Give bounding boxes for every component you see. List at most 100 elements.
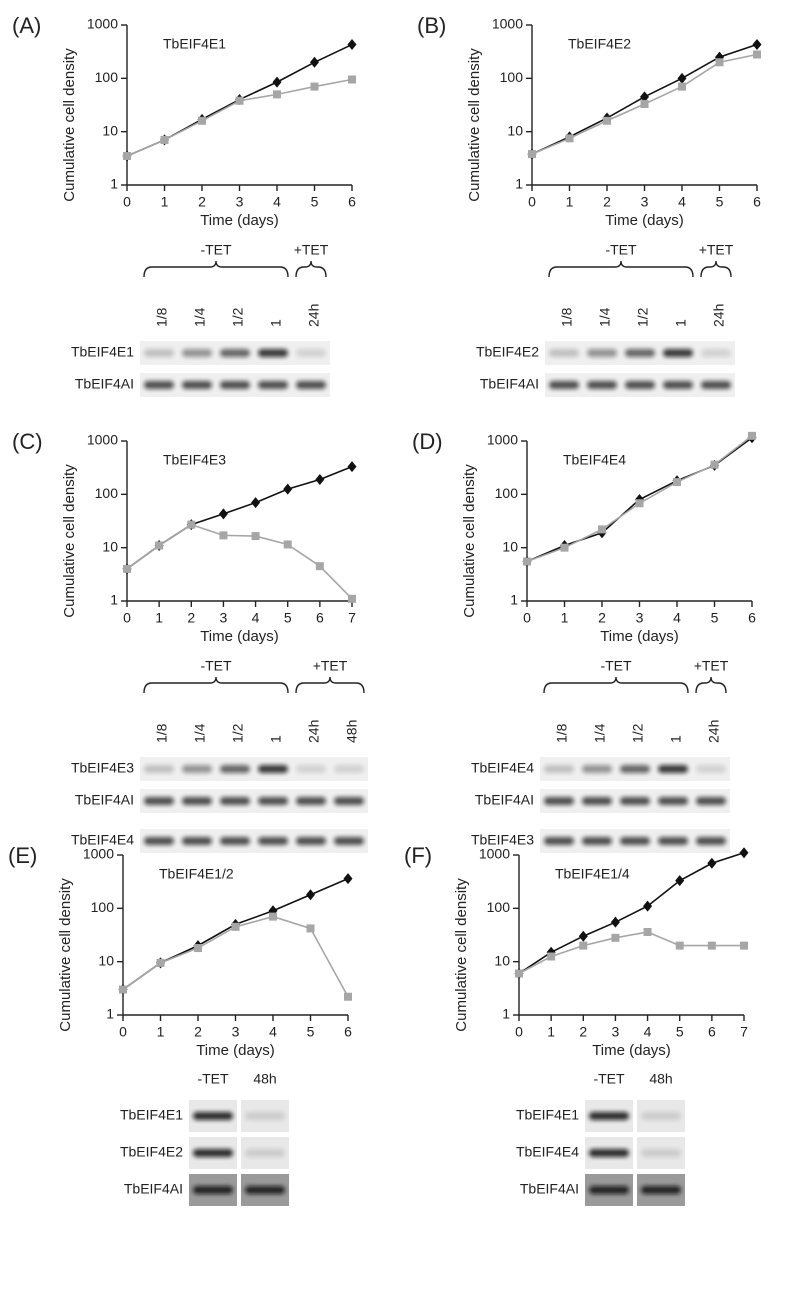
group-label: -TET xyxy=(600,658,632,674)
lane-label: 1/8 xyxy=(554,723,570,743)
marker xyxy=(231,922,240,931)
blot-band xyxy=(296,381,326,389)
marker xyxy=(283,540,292,549)
panel-label: (A) xyxy=(12,13,41,38)
row-label: TbEIF4AI xyxy=(75,792,134,808)
blot-band xyxy=(696,765,726,773)
marker xyxy=(310,82,319,91)
y-tick-label: 1000 xyxy=(87,432,118,448)
blot-band xyxy=(182,837,212,845)
marker xyxy=(739,847,749,859)
marker xyxy=(347,39,357,51)
blot-band xyxy=(701,381,731,389)
x-tick-label: 2 xyxy=(579,1024,587,1040)
marker xyxy=(119,985,127,994)
blot-band xyxy=(334,797,364,805)
blot-band xyxy=(144,797,174,805)
blot-band xyxy=(701,349,731,357)
blot-band xyxy=(582,797,612,805)
column-label: -TET xyxy=(197,1071,229,1087)
y-tick-label: 100 xyxy=(500,69,524,85)
y-tick-label: 1000 xyxy=(487,432,518,448)
row-label: TbEIF4AI xyxy=(480,376,539,392)
brace xyxy=(143,260,289,278)
y-tick-label: 10 xyxy=(102,538,118,554)
y-tick-label: 100 xyxy=(487,899,511,915)
blot-band xyxy=(544,837,574,845)
lane-label: 1/2 xyxy=(230,723,246,743)
x-tick-label: 5 xyxy=(676,1024,684,1040)
chart-title: TbEIF4E1/4 xyxy=(555,866,630,882)
panel-label: (E) xyxy=(8,843,37,868)
marker xyxy=(273,90,281,99)
x-tick-label: 3 xyxy=(220,610,228,626)
row-label: TbEIF4E4 xyxy=(471,760,534,776)
blot-band xyxy=(182,381,212,389)
marker xyxy=(598,525,606,534)
marker xyxy=(347,461,357,473)
series-line xyxy=(518,852,745,975)
marker xyxy=(707,857,717,869)
y-tick-label: 100 xyxy=(495,485,519,501)
row-label: TbEIF4E4 xyxy=(71,832,134,848)
blot-band xyxy=(549,349,579,357)
x-tick-label: 0 xyxy=(123,610,131,626)
x-tick-label: 2 xyxy=(603,194,611,210)
panel-label: (B) xyxy=(417,13,446,38)
row-label: TbEIF4E3 xyxy=(71,760,134,776)
blot-band xyxy=(258,797,288,805)
blot-strip xyxy=(140,789,368,813)
lane-label: 24h xyxy=(706,720,722,743)
row-label: TbEIF4E1 xyxy=(516,1107,579,1123)
blot-band xyxy=(182,765,212,773)
marker xyxy=(675,941,684,950)
chart-title: TbEIF4E1 xyxy=(163,36,226,52)
marker xyxy=(673,478,681,487)
brace xyxy=(700,260,732,278)
marker xyxy=(235,96,244,105)
lane-label: 1/4 xyxy=(592,723,608,743)
blot-band xyxy=(658,765,688,773)
marker xyxy=(640,91,649,103)
lane-label: 1 xyxy=(268,735,284,743)
brace xyxy=(695,676,727,694)
lane-label: 24h xyxy=(306,720,322,743)
blot-band xyxy=(658,837,688,845)
marker xyxy=(123,564,131,573)
marker xyxy=(740,941,748,950)
brace xyxy=(548,260,694,278)
blot-band xyxy=(589,1149,629,1157)
marker xyxy=(715,58,724,67)
marker xyxy=(640,100,649,109)
x-tick-label: 1 xyxy=(566,194,574,210)
marker xyxy=(752,39,762,51)
x-axis-label: Time (days) xyxy=(196,1042,275,1059)
y-tick-label: 100 xyxy=(95,485,119,501)
x-tick-label: 4 xyxy=(678,194,686,210)
group-label: -TET xyxy=(605,242,637,258)
blot-band xyxy=(587,349,617,357)
marker xyxy=(710,460,719,469)
x-axis-label: Time (days) xyxy=(600,628,679,645)
y-tick-label: 10 xyxy=(507,122,523,138)
marker xyxy=(218,508,228,520)
lane-label: 48h xyxy=(344,720,360,743)
chart-title: TbEIF4E3 xyxy=(163,452,226,468)
blot-band xyxy=(144,381,174,389)
blot-band xyxy=(220,797,250,805)
lane-label: 24h xyxy=(306,304,322,327)
lane-label: 1/2 xyxy=(635,307,651,327)
x-tick-label: 1 xyxy=(547,1024,555,1040)
marker xyxy=(306,889,315,901)
blot-band xyxy=(696,797,726,805)
y-tick-label: 1 xyxy=(106,1006,114,1022)
group-label: +TET xyxy=(294,242,329,258)
marker xyxy=(251,532,260,541)
x-tick-label: 3 xyxy=(641,194,649,210)
blot-band xyxy=(589,1186,629,1194)
blot-band xyxy=(245,1186,285,1194)
x-tick-label: 5 xyxy=(284,610,292,626)
blot-band xyxy=(582,765,612,773)
lane-label: 1/4 xyxy=(192,723,208,743)
blot-band xyxy=(696,837,726,845)
